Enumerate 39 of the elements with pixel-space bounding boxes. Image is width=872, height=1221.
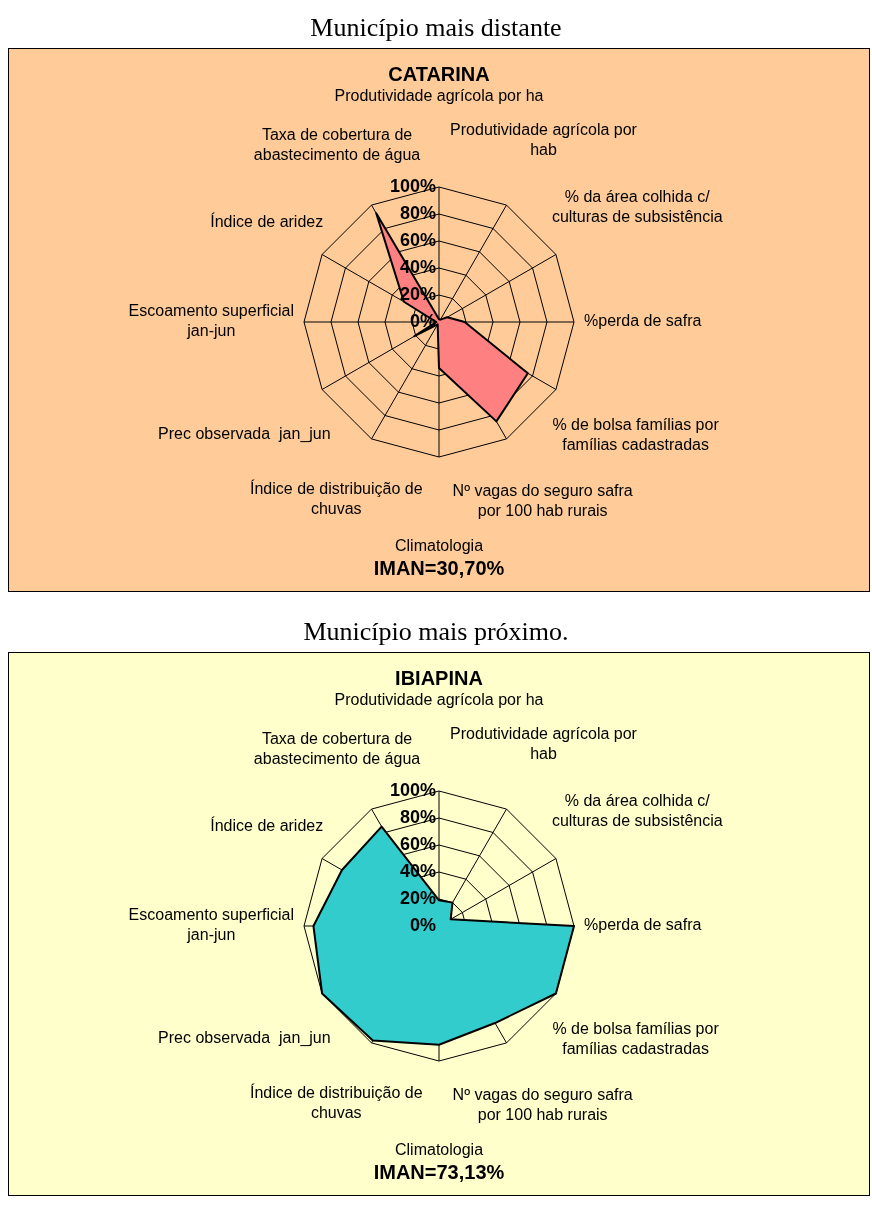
y-tick-label: 40% [399,860,436,881]
spoke-label: Taxa de cobertura de abastecimento de água [253,729,421,767]
chart-title: Município mais próximo. [302,616,570,648]
spoke-label: Prec observada jan_jun [158,1028,331,1047]
spoke-label: %perda de safra [584,916,702,934]
y-tick-label: 20% [399,887,436,908]
y-tick-label: 80% [399,202,436,223]
spoke-label: Escoamento superficial jan-jun [128,906,294,944]
spoke-label: Índice de aridez [210,211,324,230]
spoke-label: Índice de distribuição de chuvas [249,1083,423,1122]
y-tick-label: 100% [389,175,436,196]
spoke-label: Índice de distribuição de chuvas [249,479,423,518]
spoke-label: Nº vagas do seguro safra por 100 hab rurais [452,1085,633,1123]
y-tick-label: 100% [389,779,436,800]
chart-subtitle: IBIAPINA [394,666,484,691]
y-tick-label: 60% [399,833,436,854]
spoke-label: Produtividade agrícola por hab [450,725,638,763]
spoke-label: % da área colhida c/ culturas de subsistência [551,187,723,225]
spoke-label: Escoamento superficial jan-jun [128,302,294,340]
spoke-label: Produtividade agrícola por ha [334,691,544,709]
text: IMAN=30,70% [372,557,506,581]
spoke-label: % de bolsa famílias por famílias cadastradas [552,415,720,453]
text: IMAN=73,13% [372,1161,506,1185]
spoke-label: Nº vagas do seguro safra por 100 hab rurais [452,481,633,519]
spoke-label: Taxa de cobertura de abastecimento de água [253,125,421,163]
chart-title: Município mais distante [309,12,563,44]
chart-subtitle: CATARINA [387,62,491,87]
y-tick-label: 0% [409,914,436,935]
spoke-label: Índice de aridez [210,815,324,834]
spoke-label: %perda de safra [584,312,702,330]
spoke-label: Climatologia [394,1141,484,1159]
spoke-label: Prec observada jan_jun [158,424,331,443]
y-tick-label: 60% [399,229,436,250]
spoke-label: Climatologia [394,537,484,555]
y-tick-label: 80% [399,806,436,827]
spoke-label: % de bolsa famílias por famílias cadastradas [552,1019,720,1057]
spoke-label: % da área colhida c/ culturas de subsistência [551,791,723,829]
spoke-label: Produtividade agrícola por ha [334,87,544,105]
spoke-label: Produtividade agrícola por hab [450,121,638,159]
